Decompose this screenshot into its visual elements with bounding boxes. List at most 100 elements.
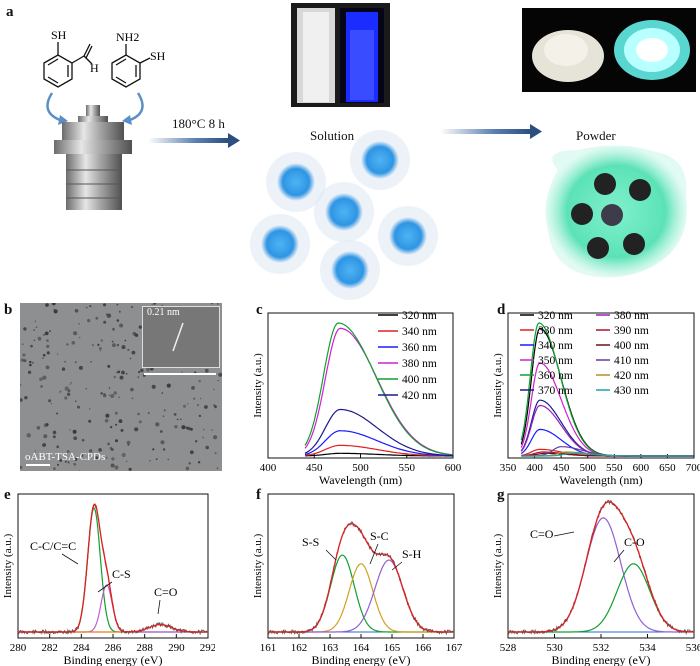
peak-annotation: C=O bbox=[530, 527, 554, 541]
tem-particle bbox=[88, 419, 92, 423]
annotation-pointer bbox=[391, 561, 403, 571]
tem-particle bbox=[112, 343, 116, 348]
tem-particle bbox=[74, 309, 79, 313]
tem-particle bbox=[34, 450, 37, 452]
tem-particle bbox=[138, 370, 141, 374]
tem-particle bbox=[45, 365, 50, 370]
tem-particle bbox=[42, 357, 44, 359]
tem-particle bbox=[183, 404, 186, 408]
tem-particle bbox=[73, 436, 78, 441]
tem-particle bbox=[163, 409, 166, 412]
plot-frame bbox=[507, 493, 695, 639]
tem-particle bbox=[70, 382, 72, 384]
curved-arrow-right-icon bbox=[129, 92, 144, 122]
chart-g: 528 530 532 534 536 Binding energy (eV) Intens… bbox=[492, 493, 700, 666]
tem-particle bbox=[61, 367, 66, 371]
x-tick-label: 350 bbox=[500, 462, 517, 474]
legend-entry: 320 nm bbox=[538, 310, 573, 322]
tem-particle bbox=[149, 460, 151, 462]
legend-entry: 400 nm bbox=[402, 374, 437, 386]
arrowhead-right-icon bbox=[122, 115, 132, 125]
tem-particle bbox=[118, 310, 121, 313]
x-tick-label: 650 bbox=[659, 462, 676, 474]
envelope-fit bbox=[18, 503, 208, 633]
tem-particle bbox=[34, 320, 37, 323]
tem-particle bbox=[23, 359, 25, 361]
tem-particle bbox=[213, 388, 215, 391]
tem-particle bbox=[71, 341, 76, 345]
tem-particle bbox=[188, 462, 191, 465]
tem-particle bbox=[59, 458, 63, 462]
tem-particle bbox=[193, 397, 196, 400]
tem-particle bbox=[66, 343, 69, 346]
reaction-arrow-icon bbox=[148, 138, 228, 143]
tem-particle bbox=[161, 392, 164, 394]
peak-annotation: S-C bbox=[370, 529, 389, 543]
tem-particle bbox=[103, 393, 106, 395]
x-tick-label: 163 bbox=[322, 642, 339, 654]
tem-particle bbox=[146, 367, 150, 372]
tem-particle bbox=[189, 427, 193, 431]
carbon-dot bbox=[250, 214, 310, 274]
tem-particle bbox=[214, 405, 217, 409]
carbon-dot bbox=[378, 206, 438, 266]
x-tick-label: 165 bbox=[384, 642, 401, 654]
y-axis-label: Intensity (a.u.) bbox=[252, 533, 264, 598]
tem-particle bbox=[119, 375, 124, 380]
tem-particle bbox=[160, 440, 165, 445]
tem-particle bbox=[56, 445, 60, 449]
x-tick-label: 600 bbox=[633, 462, 650, 474]
tem-particle bbox=[131, 350, 136, 355]
tem-particle bbox=[88, 449, 93, 453]
tem-particle bbox=[57, 463, 59, 466]
x-tick-label: 536 bbox=[686, 642, 700, 654]
tem-particle bbox=[29, 360, 32, 364]
tem-particle bbox=[67, 461, 70, 464]
x-tick-label: 166 bbox=[415, 642, 432, 654]
carbon-dots-solution bbox=[250, 130, 438, 300]
series-line bbox=[304, 322, 454, 456]
tem-particle bbox=[98, 448, 102, 452]
x-tick-label: 500 bbox=[352, 462, 369, 474]
molecule-aminothiophenol bbox=[111, 44, 151, 88]
x-tick-label: 284 bbox=[73, 642, 90, 654]
panel-d-label: d bbox=[497, 302, 506, 318]
tem-particle bbox=[37, 336, 42, 341]
x-tick-label: 530 bbox=[546, 642, 563, 654]
chart-c: 400 450 500 550 600 Wavelength (nm) Intensity … bbox=[252, 310, 462, 487]
tem-particle bbox=[153, 303, 156, 305]
tem-particle bbox=[91, 344, 94, 347]
tem-particle bbox=[89, 408, 91, 410]
tem-particle bbox=[77, 405, 80, 409]
mol1-sh-text: SH bbox=[51, 28, 67, 42]
autoclave-reactor bbox=[54, 105, 132, 210]
x-tick-label: 280 bbox=[10, 642, 27, 654]
tem-particle bbox=[121, 370, 125, 375]
tem-particle bbox=[59, 390, 62, 393]
tem-particle bbox=[87, 318, 91, 323]
solution-text: Solution bbox=[310, 128, 355, 143]
lattice-spacing-text: 0.21 nm bbox=[147, 307, 180, 318]
tem-particle bbox=[151, 303, 153, 305]
annotation-pointer bbox=[553, 531, 575, 537]
fit-peak bbox=[268, 559, 454, 633]
tem-particle bbox=[217, 303, 219, 305]
plot-frame bbox=[507, 312, 695, 459]
arrowhead-left-icon bbox=[58, 115, 68, 125]
tem-particle bbox=[39, 377, 43, 381]
tem-particle bbox=[116, 372, 118, 374]
tem-particle bbox=[21, 343, 24, 345]
x-tick-label: 550 bbox=[399, 462, 416, 474]
series-line bbox=[304, 430, 454, 457]
tem-particle bbox=[64, 396, 68, 400]
tem-particle bbox=[130, 305, 134, 309]
tem-particle bbox=[180, 418, 182, 421]
tem-particle bbox=[113, 391, 117, 395]
tem-particle bbox=[43, 434, 48, 439]
tem-particle bbox=[106, 313, 112, 318]
legend-entry: 430 nm bbox=[614, 385, 649, 397]
hrtem-inset bbox=[142, 306, 220, 368]
tem-particle bbox=[53, 467, 56, 470]
x-tick-label: 400 bbox=[260, 462, 277, 474]
tem-particle bbox=[119, 323, 124, 328]
